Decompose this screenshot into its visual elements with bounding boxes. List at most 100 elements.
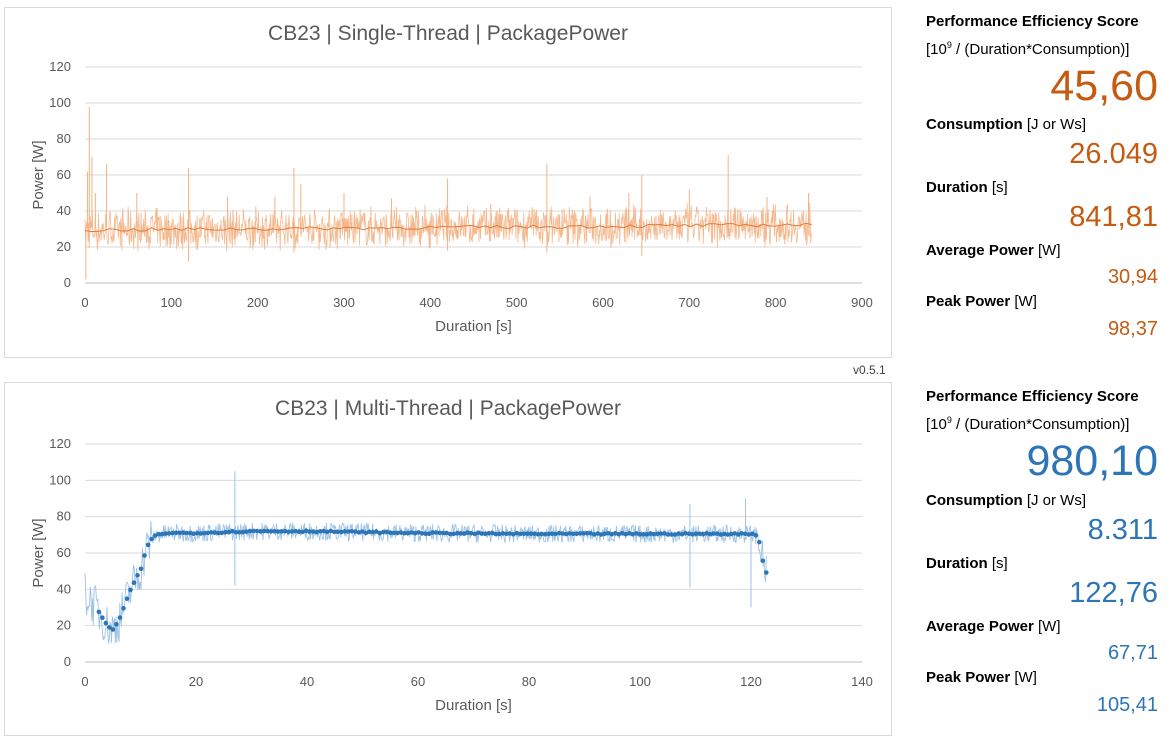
power-marker (532, 531, 537, 537)
power-marker (630, 532, 636, 537)
power-marker (746, 532, 752, 537)
score-unit: [109 / (Duration*Consumption)] (926, 415, 1130, 433)
consumption-unit: [J or Ws] (1026, 492, 1086, 509)
power-marker (145, 542, 151, 548)
duration-value: 841,81 (1069, 201, 1158, 233)
power-marker (170, 530, 175, 536)
power-marker (402, 530, 407, 536)
power-marker (669, 532, 674, 537)
power-marker (672, 532, 678, 537)
x-tick-label: 80 (522, 674, 536, 689)
power-marker (272, 529, 277, 534)
power-marker (627, 531, 632, 536)
consumption-value: 8.311 (1087, 514, 1158, 546)
power-marker (216, 530, 221, 536)
power-marker (96, 609, 102, 615)
power-marker (714, 531, 720, 536)
y-tick-label: 40 (57, 581, 71, 596)
power-marker (483, 531, 488, 537)
power-marker (468, 530, 474, 536)
power-marker (490, 530, 495, 536)
power-marker (205, 530, 211, 536)
power-marker (605, 531, 611, 536)
power-marker (135, 573, 140, 578)
power-marker (416, 530, 421, 535)
power-marker (472, 531, 478, 537)
x-tick-label: 0 (81, 295, 88, 310)
x-tick-label: 100 (160, 295, 182, 310)
power-marker (395, 530, 400, 536)
consumption-unit: [J or Ws] (1026, 116, 1086, 133)
power-marker (296, 529, 302, 534)
power-marker (177, 530, 182, 536)
power-marker (209, 530, 214, 535)
power-marker (279, 529, 284, 534)
power-marker (138, 566, 144, 572)
power-marker (588, 531, 593, 536)
power-marker (173, 530, 179, 536)
power-marker (149, 536, 154, 542)
power-marker (620, 531, 625, 536)
x-tick-label: 20 (189, 674, 203, 689)
power-marker (609, 531, 615, 537)
power-marker (616, 531, 622, 537)
power-marker (265, 528, 270, 534)
power-marker (244, 529, 249, 534)
power-marker (665, 532, 671, 537)
power-marker (476, 530, 481, 536)
score-value: 45,60 (1050, 62, 1158, 110)
power-marker (598, 532, 604, 537)
duration-label: Duration (926, 179, 988, 196)
y-tick-label: 120 (49, 59, 71, 74)
power-trend-line (84, 222, 812, 233)
power-marker (721, 531, 727, 537)
power-series-line (84, 202, 813, 252)
y-tick-label: 0 (64, 654, 71, 669)
power-marker (251, 528, 256, 534)
y-tick-label: 20 (57, 239, 71, 254)
peak-power-value: 105,41 (1096, 694, 1158, 716)
power-marker (398, 530, 404, 535)
y-tick-label: 0 (64, 275, 71, 290)
power-marker (479, 531, 485, 536)
y-tick-label: 40 (57, 203, 71, 218)
power-marker (300, 529, 305, 535)
power-marker (194, 530, 200, 536)
y-tick-label: 60 (57, 545, 71, 560)
power-marker (198, 531, 203, 536)
y-tick-label: 80 (57, 131, 71, 146)
chart-title: CB23 | Single-Thread | PackagePower (268, 22, 628, 45)
version-label: v0.5.1 (853, 363, 886, 377)
y-axis-label: Power [W] (30, 518, 47, 587)
power-marker (121, 606, 126, 611)
power-marker (570, 531, 576, 537)
power-marker (553, 531, 558, 537)
power-marker (321, 528, 327, 534)
power-marker (704, 531, 709, 536)
power-marker (166, 531, 172, 536)
power-marker (107, 625, 112, 630)
power-marker (546, 531, 551, 537)
power-marker (163, 531, 168, 536)
power-marker (511, 532, 516, 537)
power-marker (707, 531, 713, 537)
power-marker (346, 529, 351, 534)
power-marker (187, 530, 193, 536)
power-marker (581, 531, 586, 536)
power-marker (212, 530, 218, 535)
power-marker (184, 530, 189, 536)
power-marker (324, 529, 330, 535)
power-marker (303, 528, 309, 533)
power-marker (497, 531, 502, 537)
power-marker (563, 531, 569, 537)
power-marker (641, 532, 646, 537)
power-marker (254, 528, 260, 534)
power-marker (339, 529, 344, 535)
power-marker (317, 529, 323, 534)
power-marker (757, 539, 762, 545)
power-marker (128, 587, 133, 593)
power-marker (114, 622, 119, 627)
power-marker (735, 532, 741, 537)
power-marker (159, 531, 165, 537)
power-marker (261, 528, 267, 534)
